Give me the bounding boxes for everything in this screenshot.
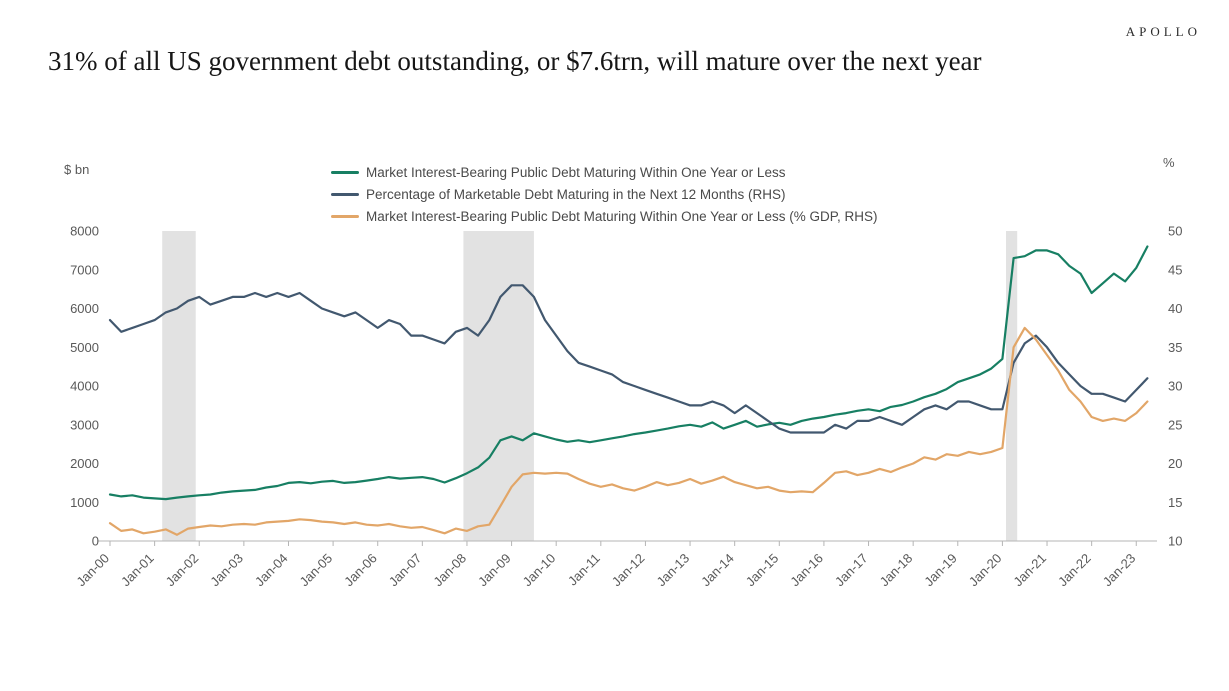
x-axis-tick-label: Jan-15 [743,551,782,590]
x-axis-tick-label: Jan-02 [163,551,202,590]
x-axis-tick-label: Jan-12 [609,551,648,590]
x-axis-tick-label: Jan-18 [877,551,916,590]
left-axis-tick-label: 7000 [70,262,99,277]
right-axis-tick-label: 30 [1168,379,1182,394]
right-axis-tick-label: 15 [1168,495,1182,510]
x-axis-tick-label: Jan-06 [341,551,380,590]
right-axis-unit-label: % [1163,155,1175,170]
left-axis-tick-label: 6000 [70,301,99,316]
left-axis-tick-label: 2000 [70,456,99,471]
left-axis-tick-label: 8000 [70,224,99,239]
recession-band [463,231,534,541]
legend-label: Percentage of Marketable Debt Maturing i… [366,186,786,202]
series-line-0 [108,245,1149,501]
x-axis-tick-label: Jan-22 [1055,551,1094,590]
x-axis-tick-label: Jan-13 [654,551,693,590]
x-axis-tick-label: Jan-10 [520,551,559,590]
chart-legend: Market Interest-Bearing Public Debt Matu… [331,161,877,227]
right-axis-tick-label: 25 [1168,417,1182,432]
x-axis-tick-label: Jan-14 [698,551,737,590]
x-axis-tick-label: Jan-05 [297,551,336,590]
x-axis-tick-label: Jan-03 [207,551,246,590]
left-axis-tick-label: 0 [92,534,99,549]
x-axis-tick-label: Jan-19 [921,551,960,590]
apollo-logo: APOLLO [1125,24,1201,39]
legend-line-icon [331,192,359,196]
x-axis-tick-label: Jan-09 [475,551,514,590]
right-axis-tick-label: 45 [1168,262,1182,277]
x-axis-tick-label: Jan-11 [565,551,603,589]
legend-label: Market Interest-Bearing Public Debt Matu… [366,164,786,180]
legend-line-icon [331,170,359,174]
x-axis-tick-label: Jan-23 [1100,551,1139,590]
right-axis-tick-label: 10 [1168,534,1182,549]
legend-item-debt-maturing: Market Interest-Bearing Public Debt Matu… [331,161,877,183]
page-title: 31% of all US government debt outstandin… [48,46,982,76]
x-axis-tick-label: Jan-16 [787,551,826,590]
x-axis-tick-label: Jan-04 [252,551,291,590]
right-axis-tick-label: 20 [1168,456,1182,471]
right-axis-tick-label: 50 [1168,224,1182,239]
legend-item-pct-gdp: Market Interest-Bearing Public Debt Matu… [331,205,877,227]
x-axis-tick-label: Jan-21 [1010,551,1049,590]
series-line-2 [108,326,1149,536]
left-axis-tick-label: 3000 [70,417,99,432]
x-axis-tick-label: Jan-07 [386,551,425,590]
x-axis-tick-label: Jan-01 [118,551,157,590]
left-axis-tick-label: 5000 [70,340,99,355]
x-axis-tick-label: Jan-00 [73,551,112,590]
legend-label: Market Interest-Bearing Public Debt Matu… [366,208,878,224]
right-axis-tick-label: 35 [1168,340,1182,355]
left-axis-tick-label: 4000 [70,379,99,394]
legend-item-pct-marketable-debt: Percentage of Marketable Debt Maturing i… [331,183,877,205]
recession-band [162,231,196,541]
left-axis-tick-label: 1000 [70,495,99,510]
legend-line-icon [331,214,359,218]
right-axis-tick-label: 40 [1168,301,1182,316]
x-axis-tick-label: Jan-17 [832,551,871,590]
recession-band [1006,231,1018,541]
x-axis-tick-label: Jan-08 [430,551,469,590]
x-axis-tick-label: Jan-20 [966,551,1005,590]
left-axis-unit-label: $ bn [64,162,90,177]
series-line-1 [108,284,1149,434]
